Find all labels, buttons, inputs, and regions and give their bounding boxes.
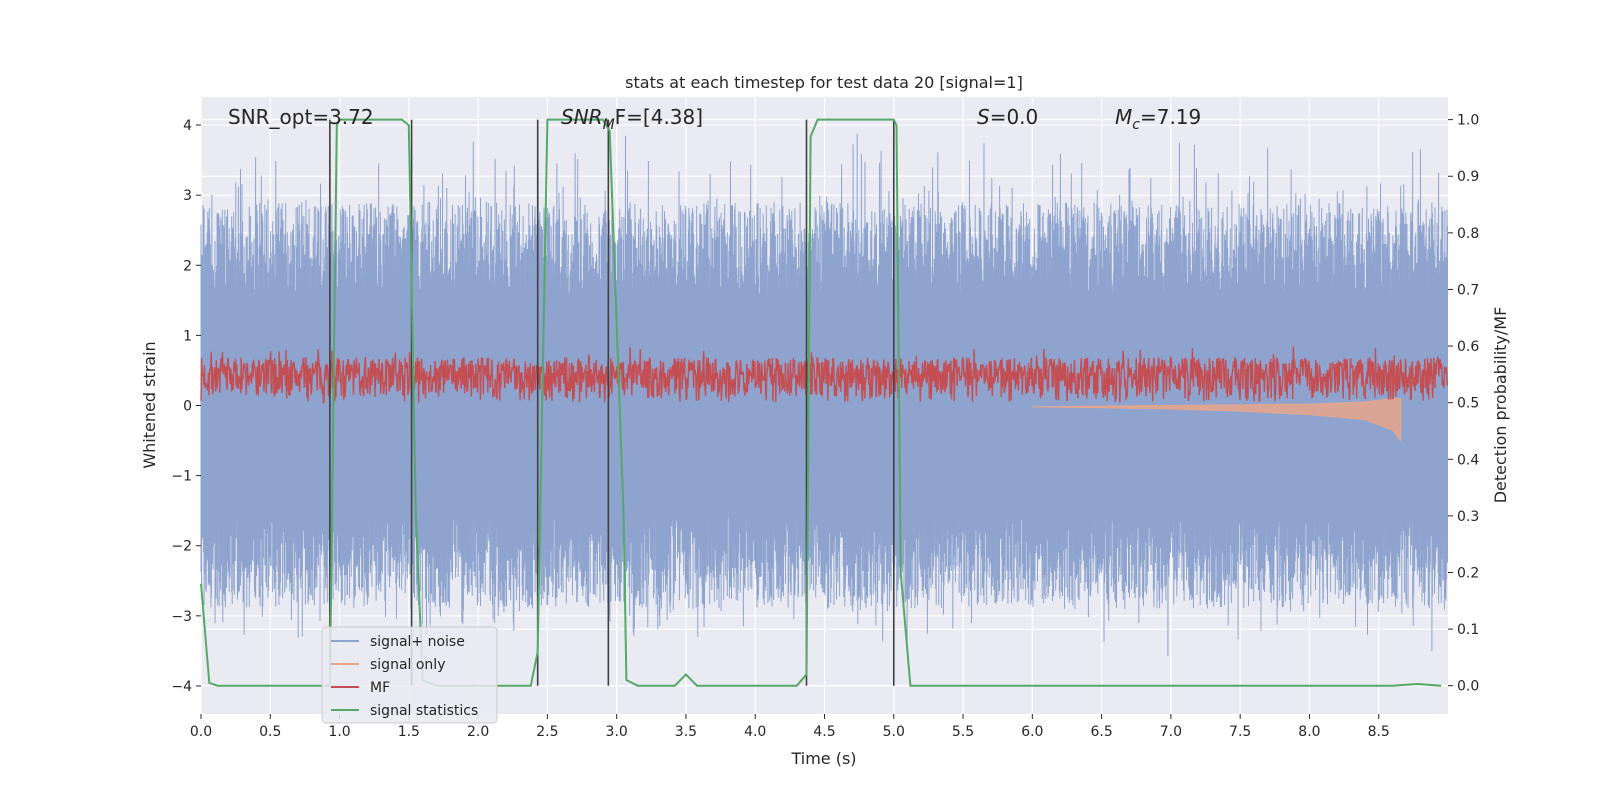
x-tick-label: 6.5 [1090, 724, 1112, 740]
y2-tick-label: 0.5 [1457, 396, 1479, 412]
y2-tick-label: 0.3 [1457, 509, 1479, 525]
annotation-s-rest: =0.0 [990, 105, 1039, 129]
y-tick-label: 0 [183, 399, 192, 415]
x-tick-label: 8.5 [1368, 724, 1390, 740]
y2-axis-label: Detection probability/MF [1491, 307, 1510, 504]
x-tick-label: 5.0 [883, 724, 905, 740]
legend: signal+ noise signal only MF signal stat… [321, 626, 498, 724]
x-tick-label: 5.5 [952, 724, 974, 740]
legend-label-mf: MF [370, 680, 390, 696]
chart-title: stats at each timestep for test data 20 … [625, 73, 1023, 92]
x-tick-label: 2.0 [467, 724, 489, 740]
annotation-snr-mf-main: SNR [561, 105, 603, 129]
annotation-mc-sub: c [1132, 117, 1140, 133]
x-tick-label: 8.0 [1298, 724, 1320, 740]
x-tick-label: 4.0 [744, 724, 766, 740]
x-axis-label: Time (s) [790, 749, 856, 768]
y2-tick-label: 0.7 [1457, 282, 1479, 298]
x-tick-label: 6.0 [1021, 724, 1043, 740]
annotation-snr-mf: SNRMF=[4.38] [561, 105, 703, 133]
legend-label-signal-statistics: signal statistics [370, 703, 478, 719]
x-tick-label: 0.0 [190, 724, 212, 740]
y2-tick-label: 1.0 [1457, 113, 1479, 129]
y2-tick-label: 0.8 [1457, 226, 1479, 242]
y-tick-label: 1 [183, 328, 192, 344]
annotation-snr-mf-sub: M [603, 117, 615, 133]
annotation-s-main: S [977, 105, 990, 129]
y2-tick-label: 0.6 [1457, 339, 1479, 355]
x-tick-label: 1.0 [328, 724, 350, 740]
annotation-mc-rest: =7.19 [1140, 105, 1201, 129]
x-tick-label: 0.5 [259, 724, 281, 740]
annotation-s: S=0.0 [977, 105, 1038, 129]
mf-line [200, 346, 1449, 405]
y-axis-ticks: 4 3 2 1 0 −1 −2 −3 −4 [171, 118, 201, 695]
y-tick-label: −2 [171, 539, 192, 555]
y-tick-label: −3 [171, 609, 192, 625]
x-tick-label: 3.5 [675, 724, 697, 740]
annotation-mc-main: M [1115, 105, 1132, 129]
y-tick-label: −4 [171, 679, 192, 695]
x-tick-label: 7.5 [1229, 724, 1251, 740]
annotation-mc: Mc=7.19 [1115, 105, 1201, 133]
y-axis-label: Whitened strain [140, 341, 159, 468]
x-tick-label: 3.0 [606, 724, 628, 740]
signal-statistics-line [200, 118, 1442, 687]
x-axis-ticks: 0.0 0.5 1.0 1.5 2.0 2.5 3.0 3.5 4.0 4.5 5.0 5.5 6.0 6… [190, 714, 1390, 740]
signal-noise-line [200, 133, 1448, 657]
x-tick-label: 7.0 [1160, 724, 1182, 740]
legend-label-signal-noise: signal+ noise [370, 634, 465, 650]
y-tick-label: −1 [171, 469, 192, 485]
annotation-snr-mf-rest: F=[4.38] [615, 105, 703, 129]
y2-tick-label: 0.1 [1457, 622, 1479, 638]
y2-tick-label: 0.4 [1457, 452, 1479, 468]
series-signal-statistics [200, 118, 1442, 687]
y2-tick-label: 0.0 [1457, 679, 1479, 695]
y2-tick-label: 0.2 [1457, 565, 1479, 581]
x-tick-label: 2.5 [536, 724, 558, 740]
x-tick-label: 4.5 [813, 724, 835, 740]
signal-only-line [1032, 398, 1402, 443]
y-tick-label: 3 [183, 188, 192, 204]
series-mf [200, 346, 1449, 405]
x-tick-label: 1.5 [398, 724, 420, 740]
series-signal-only [1032, 398, 1402, 443]
y2-tick-label: 0.9 [1457, 169, 1479, 185]
legend-label-signal-only: signal only [370, 657, 445, 673]
y-tick-label: 2 [183, 258, 192, 274]
y2-axis-ticks: 1.0 0.9 0.8 0.7 0.6 0.5 0.4 0.3 0.2 0.1 0.0 [1448, 113, 1479, 695]
legend-box [321, 626, 498, 724]
y-tick-label: 4 [183, 118, 192, 134]
annotation-snr-opt: SNR_opt=3.72 [228, 105, 374, 129]
